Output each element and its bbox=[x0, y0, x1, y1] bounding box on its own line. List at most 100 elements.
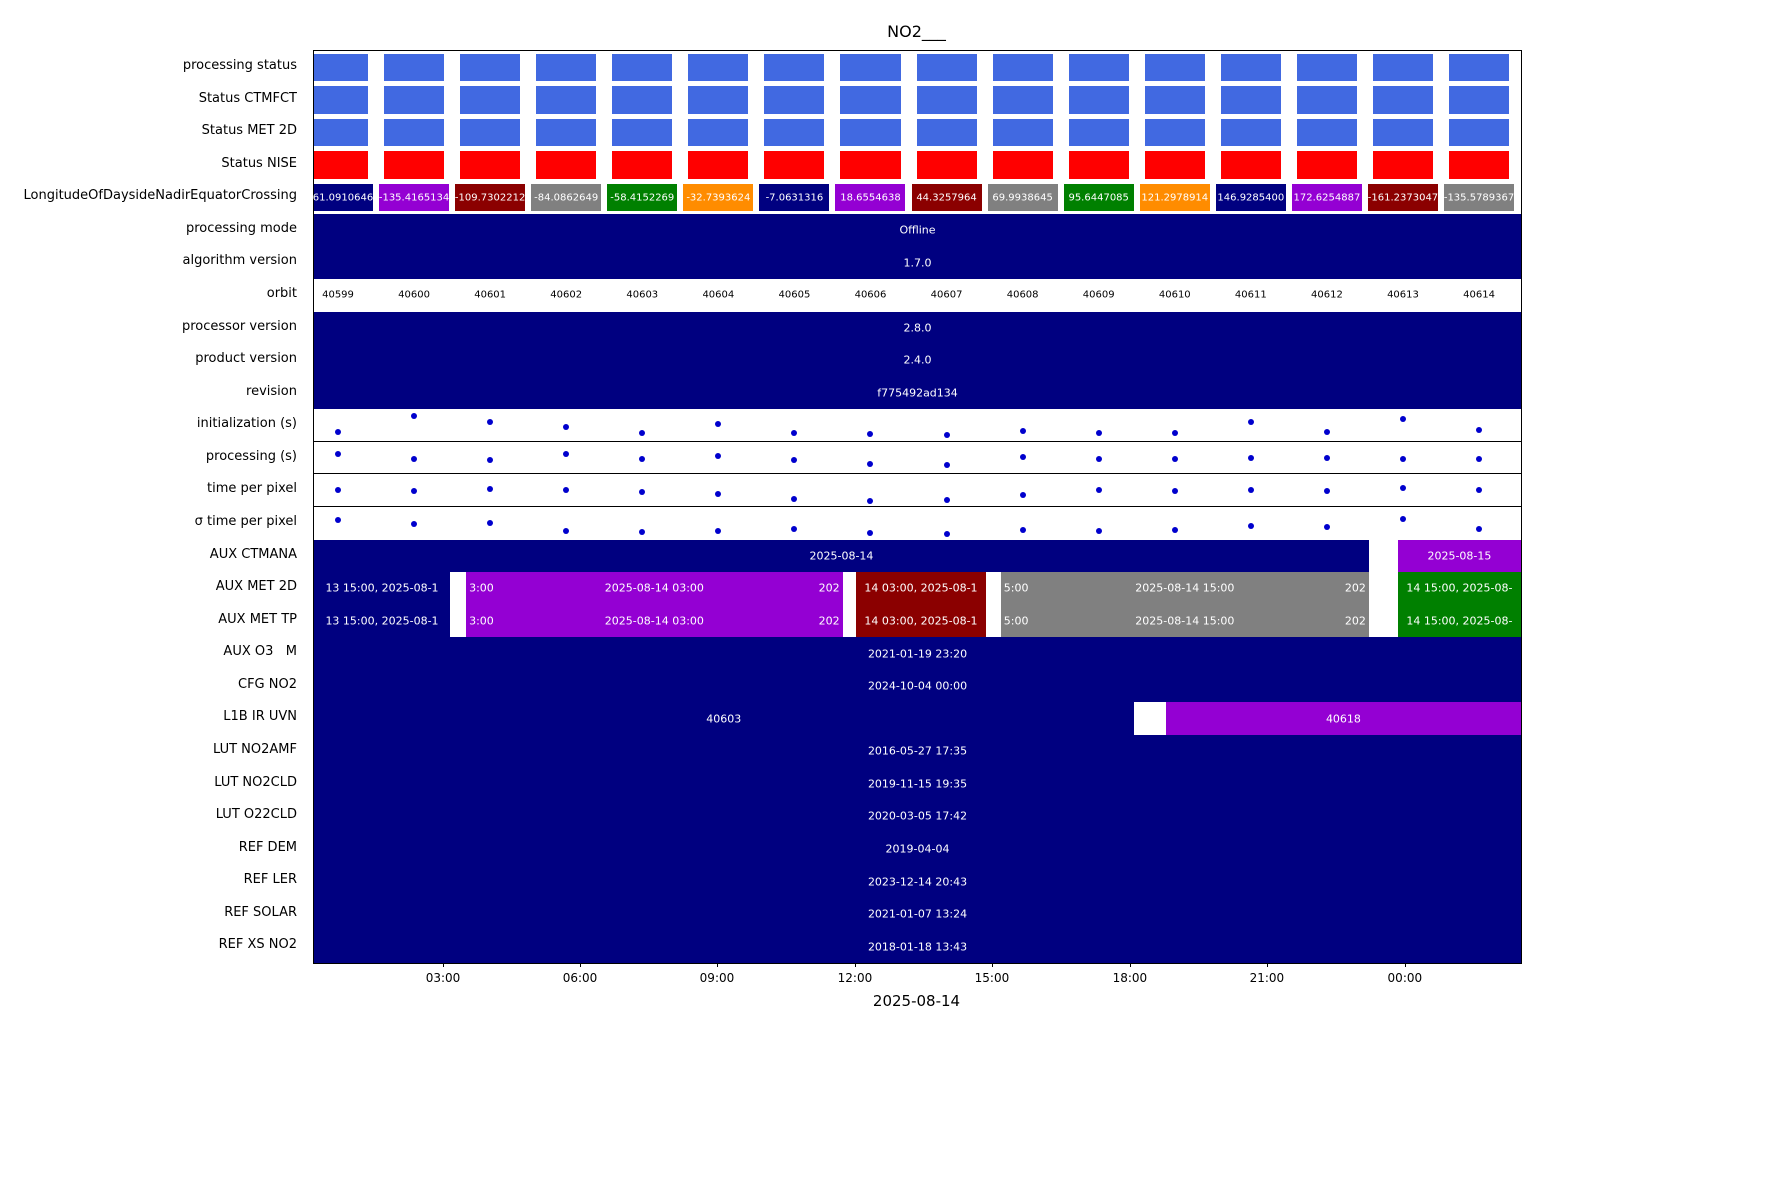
longitude-bar bbox=[1215, 183, 1286, 212]
row-label-orbit: orbit bbox=[266, 286, 297, 301]
status-bar bbox=[1296, 118, 1357, 147]
row-label-initialization-s: initialization (s) bbox=[196, 416, 297, 432]
longitude-value: -58.4152269 bbox=[610, 192, 675, 204]
row-algorithm-version: 1.7.0 bbox=[314, 246, 1521, 279]
scatter-dot bbox=[867, 497, 874, 504]
bar-segment-text: f775492ad134 bbox=[877, 386, 958, 400]
status-bar bbox=[916, 118, 977, 147]
bar-segment: 14 15:00, 2025-08- bbox=[1397, 572, 1521, 605]
scatter-dot bbox=[1019, 491, 1026, 498]
row-cfg-no2: 2024-10-04 00:00 bbox=[314, 669, 1521, 703]
bar-segment-text: 14 15:00, 2025-08- bbox=[1406, 614, 1513, 628]
status-bar bbox=[536, 53, 597, 82]
bar-segment-text: 2018-01-18 13:43 bbox=[867, 940, 968, 954]
status-bar bbox=[1372, 53, 1434, 82]
bar-segment-text: 2023-12-14 20:43 bbox=[867, 875, 968, 889]
status-bar bbox=[1372, 151, 1434, 179]
scatter-dot bbox=[1095, 486, 1102, 493]
scatter-dot bbox=[1171, 527, 1178, 534]
scatter-dot bbox=[487, 520, 494, 527]
scatter-dot bbox=[411, 455, 418, 462]
y-axis-labels: processing status Status CTMFCT Status MET… bbox=[0, 50, 305, 962]
status-bar bbox=[612, 53, 673, 82]
row-label-processor-version: processor version bbox=[181, 318, 297, 334]
row-label-ref-solar: REF SOLAR bbox=[224, 904, 297, 920]
status-bar bbox=[1068, 53, 1129, 82]
status-bar bbox=[1372, 118, 1434, 147]
row-aux-met-tp: 13 15:00, 2025-08-1 3:00 2025-08-14 03:00 2… bbox=[314, 604, 1521, 638]
row-label-time-per-pixel: σ time per pixel bbox=[194, 514, 297, 529]
status-bar bbox=[1448, 151, 1510, 179]
bar-segment-text: 2.4.0 bbox=[903, 353, 932, 367]
longitude-bar bbox=[379, 183, 450, 212]
longitude-value: -32.7393624 bbox=[686, 192, 751, 204]
status-bar bbox=[840, 86, 901, 114]
plot-area: -161.0910646 -135.4165134 -109.7302212 -84.… bbox=[303, 50, 1522, 964]
scatter-dot bbox=[1095, 528, 1102, 535]
bar-segment-text: 14 03:00, 2025-08-1 bbox=[864, 581, 978, 595]
scatter-dot bbox=[715, 528, 722, 535]
row-l1b-ir-uvn: 40603 40618 bbox=[314, 702, 1521, 735]
status-bar bbox=[916, 151, 977, 179]
row-label-l1b-ir-uvn: L1B IR UVN bbox=[223, 709, 297, 725]
bar-segment-text: 2025-08-14 bbox=[809, 549, 874, 563]
x-tick-mark bbox=[991, 963, 993, 967]
x-tick-label: 00:00 bbox=[1387, 971, 1423, 985]
scatter-dot bbox=[639, 529, 646, 536]
bar-segment-text: 14 03:00, 2025-08-1 bbox=[864, 614, 978, 628]
bar-segment: 3:00 2025-08-14 03:00 202 bbox=[466, 604, 843, 638]
row-processor-version: 2.8.0 bbox=[314, 311, 1521, 345]
row-label-aux-met-2d: AUX MET 2D bbox=[215, 579, 297, 595]
bar-segment-text: 13 15:00, 2025-08-1 bbox=[325, 581, 439, 595]
bar-segment-text: 40618 bbox=[1325, 712, 1361, 726]
longitude-value: 18.6554638 bbox=[840, 192, 901, 204]
row-time-per-pixel bbox=[314, 474, 1521, 507]
status-bar bbox=[1296, 151, 1357, 179]
row-label-lut-o22cld: LUT O22CLD bbox=[215, 807, 297, 823]
bar-segment-text: 2025-08-14 15:00 bbox=[1135, 581, 1235, 595]
scatter-dot bbox=[411, 413, 418, 420]
scatter-dot bbox=[1476, 427, 1483, 434]
scatter-dot bbox=[791, 525, 798, 532]
row-status-met-2d bbox=[314, 116, 1521, 149]
status-bar bbox=[314, 86, 369, 114]
bar-segment: 13 15:00, 2025-08-1 bbox=[314, 604, 451, 638]
status-bar bbox=[314, 53, 369, 82]
status-bar bbox=[612, 86, 673, 114]
bar-segment: 40618 bbox=[1165, 702, 1521, 735]
longitude-bar bbox=[1139, 183, 1210, 212]
row-label-status-nise: Status NISE bbox=[221, 155, 297, 171]
longitude-bar bbox=[607, 183, 678, 212]
status-bar bbox=[992, 86, 1053, 114]
bar-segment: 2025-08-14 bbox=[314, 539, 1369, 573]
orbit-number: 40605 bbox=[778, 289, 811, 301]
scatter-dot bbox=[411, 521, 418, 528]
scatter-dot bbox=[943, 431, 950, 438]
x-tick-mark bbox=[1129, 963, 1131, 967]
scatter-dot bbox=[1095, 430, 1102, 437]
status-bar bbox=[460, 151, 521, 179]
scatter-dot bbox=[563, 486, 570, 493]
scatter-dot bbox=[867, 431, 874, 438]
scatter-dot bbox=[715, 420, 722, 427]
bar-segment: 2021-01-19 23:20 bbox=[314, 637, 1521, 670]
longitude-value: 95.6447085 bbox=[1068, 192, 1129, 204]
scatter-dot bbox=[563, 528, 570, 535]
status-bar bbox=[1220, 151, 1281, 179]
bar-segment-text: 2025-08-14 03:00 bbox=[604, 581, 704, 595]
bar-segment: 5:00 2025-08-14 15:00 202 bbox=[1000, 604, 1369, 638]
longitude-bar bbox=[835, 183, 906, 212]
row-label-processing-status: processing status bbox=[182, 58, 297, 73]
bar-segment: 1.7.0 bbox=[314, 246, 1521, 279]
status-bar bbox=[384, 53, 445, 82]
x-tick-label: 18:00 bbox=[1112, 971, 1148, 985]
status-bar bbox=[460, 118, 521, 147]
status-bar bbox=[460, 53, 521, 82]
x-tick-label: 21:00 bbox=[1249, 971, 1285, 985]
x-tick-mark bbox=[579, 963, 581, 967]
bar-segment-text: 202 bbox=[1344, 614, 1366, 628]
scatter-dot bbox=[1399, 455, 1406, 462]
scatter-dot bbox=[1323, 454, 1330, 461]
bar-segment-text: 202 bbox=[818, 614, 840, 628]
longitude-value: -161.0910646 bbox=[302, 192, 374, 204]
